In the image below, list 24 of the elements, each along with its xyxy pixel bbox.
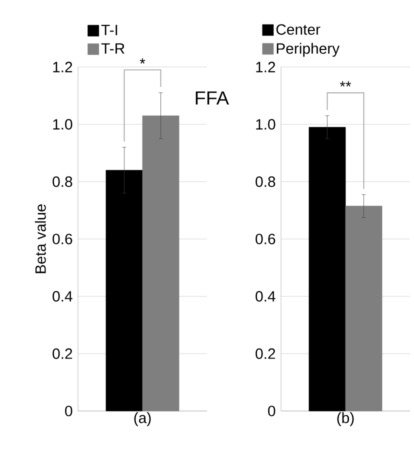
legend-label: Center [276, 24, 320, 35]
y-tick-label: 0.2 [52, 348, 72, 359]
y-tick-label: 0 [65, 406, 72, 416]
y-tick-label: 0.2 [256, 348, 276, 359]
y-tick-label: 0 [268, 406, 276, 416]
y-axis-title: Beta value [34, 204, 46, 274]
y-tick-label: 1.0 [256, 119, 276, 130]
y-tick-label: 0.4 [256, 291, 276, 302]
y-tick-label: 0.8 [52, 176, 72, 187]
y-tick-label: 0.6 [256, 234, 276, 244]
annotation: FFA [196, 91, 229, 104]
x-axis-title: (b) [337, 412, 354, 426]
annotation: ** [340, 81, 352, 87]
legend-label: T-R [101, 43, 124, 54]
x-axis-title: (a) [134, 412, 151, 426]
y-tick-label: 1.0 [53, 119, 72, 130]
y-tick-label: 1.2 [256, 62, 276, 72]
y-tick-label: 0.8 [256, 176, 276, 187]
y-tick-label: 0.4 [52, 291, 72, 302]
legend-label: Periphery [276, 42, 340, 57]
y-tick-label: 1.2 [53, 62, 72, 72]
legend-label: T-I [101, 24, 118, 36]
text: * [140, 58, 146, 64]
y-tick-label: 0.6 [52, 234, 72, 244]
